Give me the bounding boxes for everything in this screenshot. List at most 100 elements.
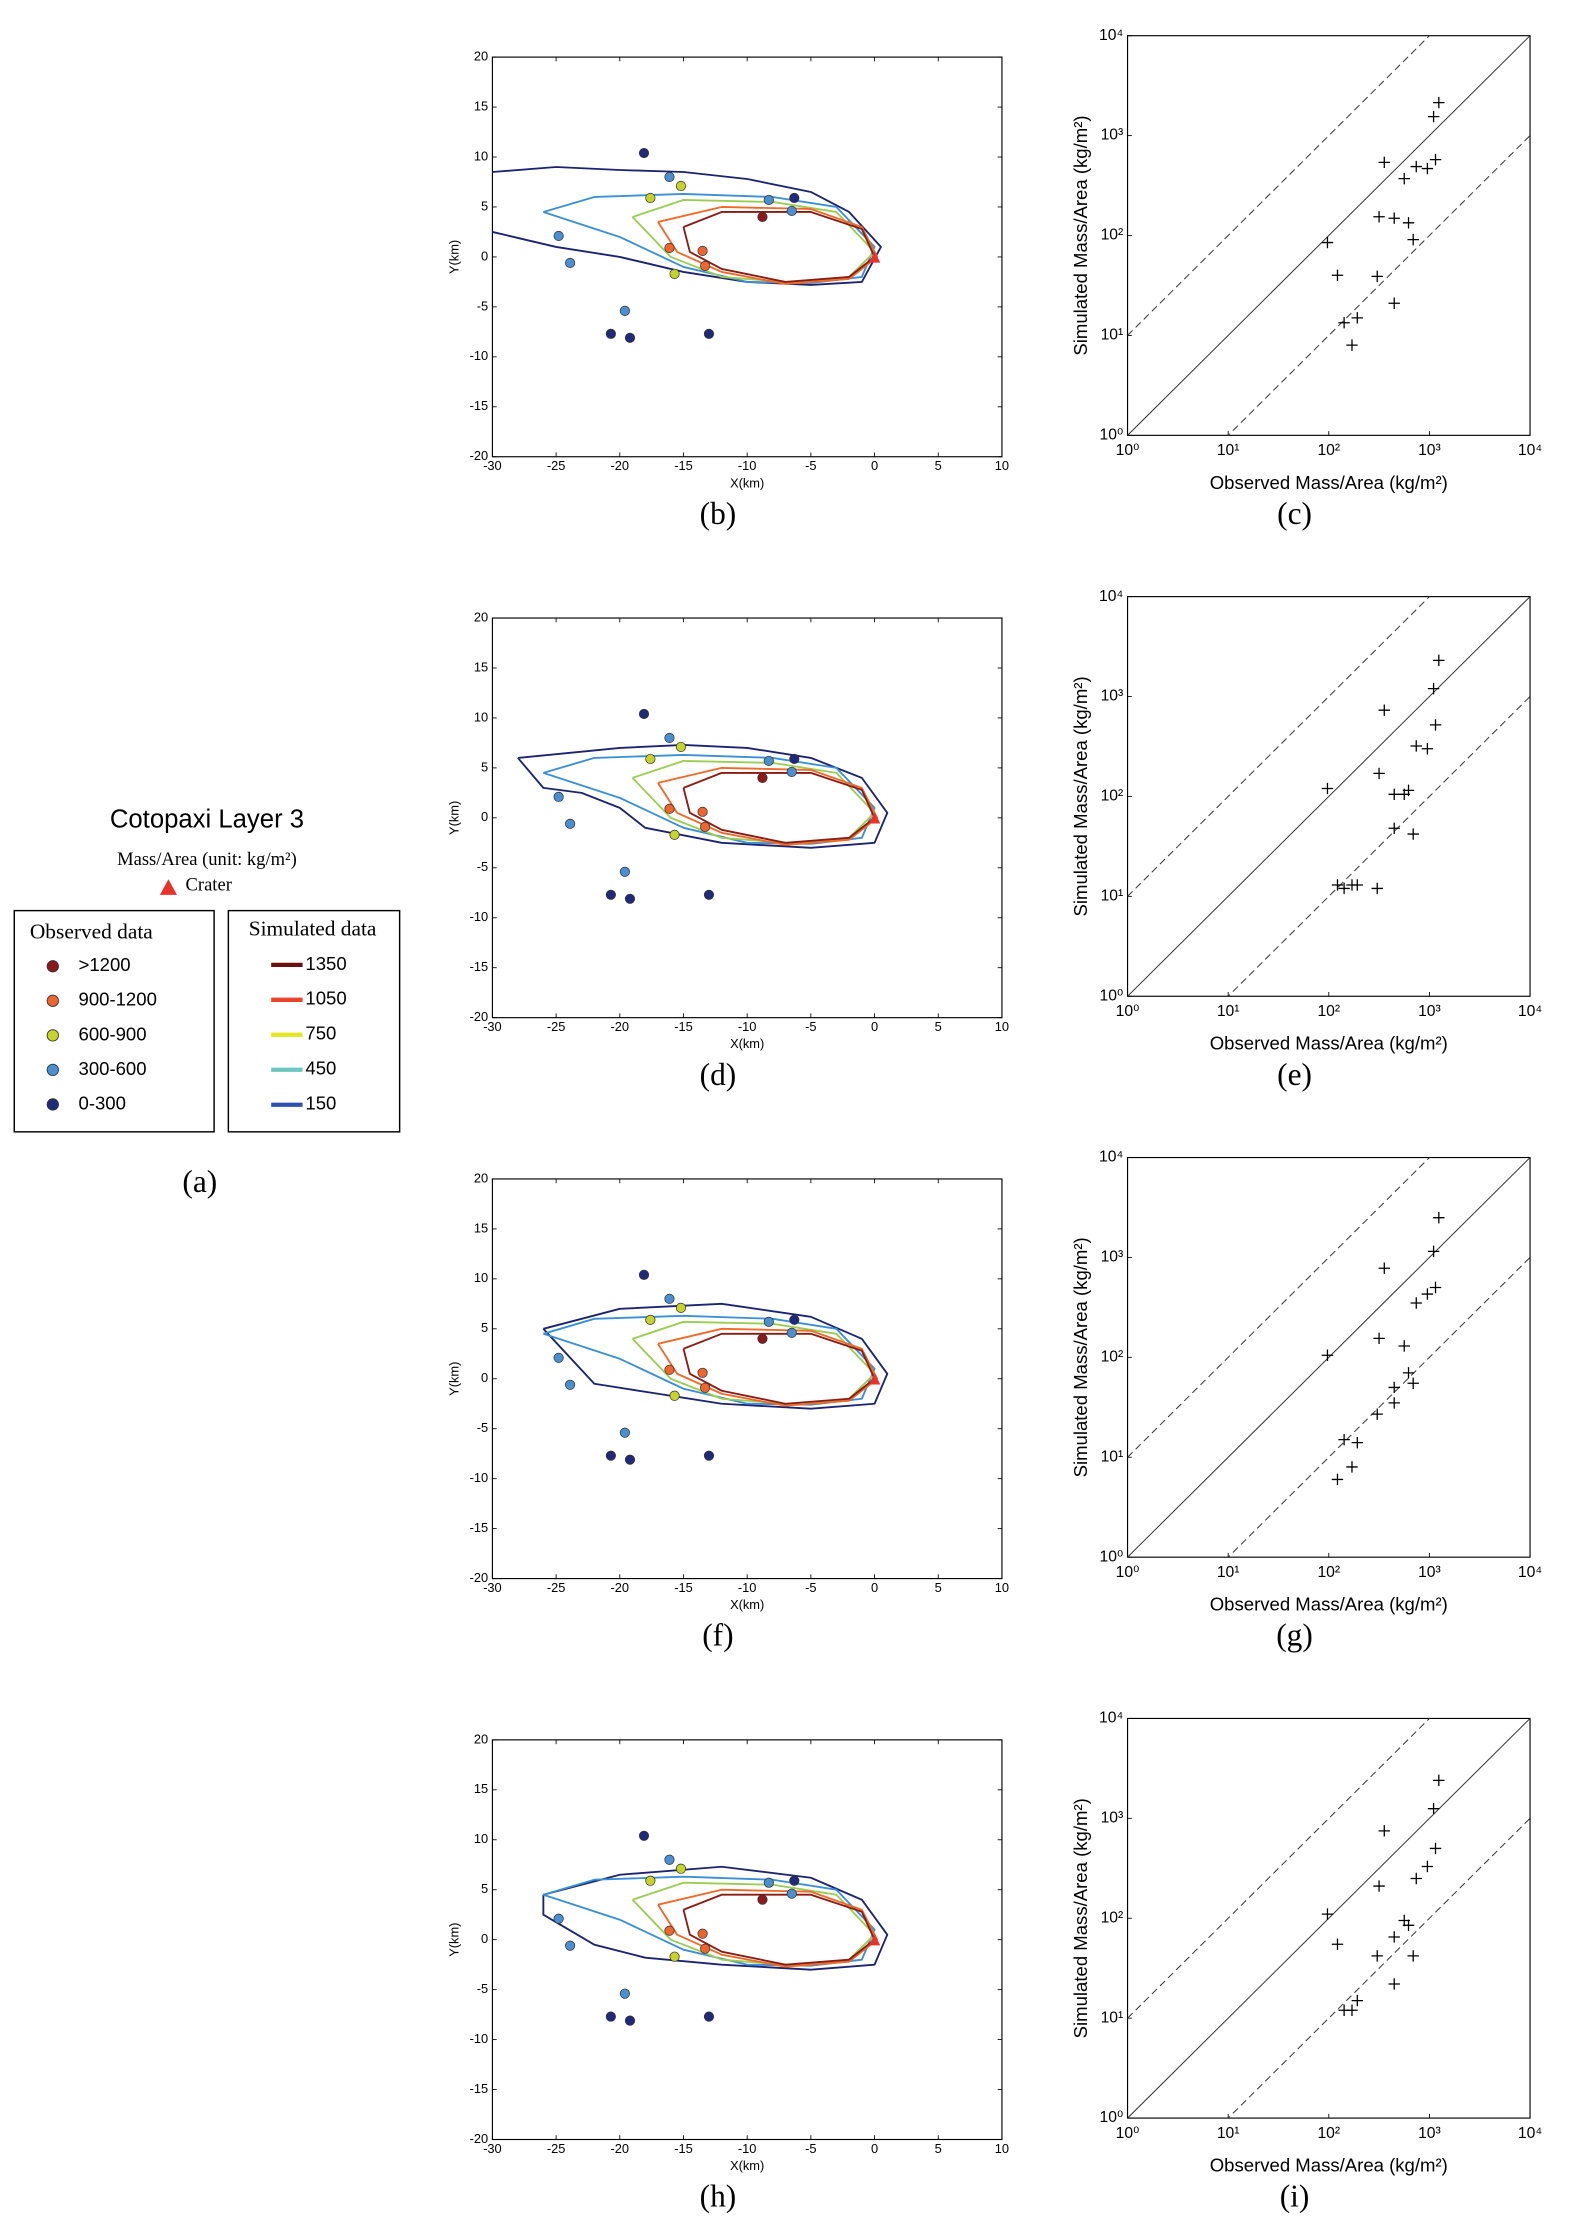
y-tick-label: 10²	[1101, 227, 1124, 244]
data-point	[1427, 1802, 1440, 1815]
data-point	[1421, 1860, 1434, 1873]
y-axis-label: Y(km)	[447, 1923, 462, 1957]
reference-line	[1127, 1718, 1431, 2019]
data-point	[1331, 1473, 1344, 1486]
y-tick-label: -20	[470, 448, 489, 463]
data-point	[1331, 879, 1344, 891]
data-point	[1346, 1461, 1358, 1473]
observed-point	[565, 257, 576, 268]
x-tick-label: 0	[871, 2141, 878, 2156]
data-point	[1346, 879, 1358, 891]
data-point	[1388, 1931, 1400, 1943]
observed-point	[664, 171, 675, 183]
panel-label: (i)	[1280, 2179, 1310, 2214]
y-tick-label: 20	[474, 1731, 488, 1746]
data-point	[1338, 317, 1350, 329]
data-point	[1427, 682, 1440, 695]
x-tick-label: -20	[611, 1019, 630, 1034]
observed-point	[619, 866, 630, 877]
x-tick-label: 10¹	[1217, 1003, 1240, 1020]
y-tick-label: 10³	[1101, 688, 1124, 705]
observed-point	[675, 180, 687, 192]
legend-label: 600-900	[79, 1023, 147, 1044]
contour-group	[542, 1865, 889, 1971]
y-tick-label: 0	[481, 248, 488, 263]
observed-point	[786, 1327, 797, 1338]
map-panel: -30 -25 -20 -15 -10 -5 0 5 10 -20 -15 -10 -5 0 5 10 15 20…	[447, 48, 1009, 530]
x-tick-label: 0	[871, 458, 878, 473]
observed-point	[664, 1364, 675, 1375]
plot-area	[491, 1178, 1003, 1580]
observed-point	[624, 1454, 636, 1465]
contour-line	[631, 1881, 876, 1967]
y-tick-label: 0	[481, 1370, 488, 1385]
x-tick-label: 10	[995, 1019, 1009, 1034]
observed-point	[789, 753, 800, 764]
contour-line	[657, 766, 879, 846]
data-point	[1429, 1842, 1442, 1855]
data-point	[1388, 1978, 1400, 1990]
observed-point	[786, 205, 797, 217]
x-tick-label: 10⁰	[1116, 1003, 1140, 1020]
data-point	[1321, 782, 1334, 795]
legend-label: 450	[305, 1058, 336, 1079]
x-axis-label: X(km)	[730, 2158, 764, 2173]
observed-point	[669, 1951, 680, 1962]
panel-label: (f)	[702, 1618, 733, 1653]
y-tick-label: 10³	[1101, 127, 1124, 144]
y-tick-label: -15	[470, 398, 489, 413]
observed-point	[645, 192, 656, 204]
reference-line	[1127, 1718, 1531, 2119]
data-point	[1373, 1880, 1385, 1892]
data-point	[1338, 882, 1350, 895]
data-point	[1346, 2004, 1358, 2016]
data-point	[1410, 740, 1422, 752]
legend-marker	[46, 1029, 59, 1042]
reference-line	[1127, 35, 1431, 336]
observed-point	[553, 1913, 564, 1924]
data-point	[1433, 1211, 1445, 1224]
reference-group	[1127, 596, 1531, 997]
contour-line	[631, 1320, 876, 1406]
x-tick-label: 10⁰	[1116, 442, 1140, 459]
x-tick-label: -5	[805, 1019, 816, 1034]
y-tick-label: -5	[477, 1981, 488, 1996]
y-tick-label: 15	[474, 1781, 488, 1796]
y-tick-label: -15	[470, 959, 489, 974]
contour-line	[657, 1888, 879, 1968]
observed-point	[700, 1382, 711, 1393]
data-point	[1321, 1908, 1334, 1920]
data-point	[1351, 312, 1364, 324]
observed-point	[669, 829, 680, 840]
observed-point	[700, 821, 711, 832]
observed-point	[619, 1427, 630, 1438]
data-point	[1410, 1297, 1422, 1309]
y-axis-label: Simulated Mass/Area (kg/m²)	[1070, 115, 1091, 355]
crater-symbol	[159, 879, 177, 895]
data-point	[1371, 270, 1383, 283]
legend-heading: Simulated data	[249, 917, 377, 941]
reference-line	[1227, 1818, 1531, 2119]
panel-label: (e)	[1277, 1057, 1312, 1092]
observed-point	[757, 211, 768, 223]
observed-point	[624, 893, 636, 904]
x-tick-label: -30	[483, 458, 502, 473]
data-point	[1421, 743, 1434, 755]
observed-point	[757, 772, 768, 783]
y-tick-label: 15	[474, 1220, 488, 1235]
observed-point	[757, 1333, 768, 1344]
observed-point	[703, 889, 715, 900]
data-point	[1427, 110, 1440, 123]
contour-group	[492, 166, 882, 286]
observed-point	[624, 332, 636, 343]
x-tick-label: 5	[935, 1580, 942, 1595]
x-tick-label: -25	[547, 2141, 566, 2156]
data-point	[1388, 788, 1400, 801]
y-tick-label: -20	[470, 2131, 489, 2146]
observed-point	[605, 1450, 616, 1461]
observed-point	[675, 1302, 687, 1313]
scatter-panel: 10⁰ 10¹ 10² 10³ 10⁴ 10⁰ 10¹ 10² 10³ 10⁴ Observed M…	[1070, 27, 1542, 531]
x-tick-label: -10	[738, 2141, 757, 2156]
contour-line	[657, 206, 879, 285]
x-tick-label: 0	[871, 1019, 878, 1034]
